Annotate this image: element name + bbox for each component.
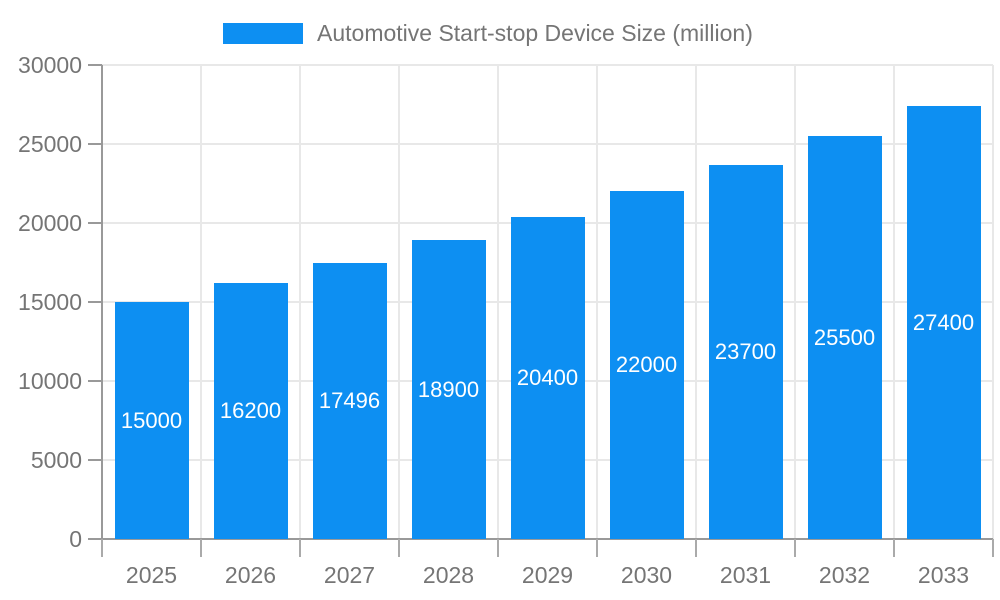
x-axis-line [102,538,993,540]
x-tick [101,539,103,557]
y-tick [88,538,102,540]
y-tick-label: 25000 [18,131,82,157]
x-tick [299,539,301,557]
legend-swatch [223,22,303,44]
x-tick-label: 2030 [620,562,673,588]
chart-legend[interactable]: Automotive Start-stop Device Size (milli… [223,20,753,46]
x-tick-label: 2032 [818,562,871,588]
h-gridline [102,64,993,66]
x-tick [695,539,697,557]
v-gridline [299,65,301,539]
bar: 17496 [312,262,387,539]
bar: 25500 [807,136,882,539]
v-gridline [794,65,796,539]
y-tick [88,301,102,303]
bar: 15000 [114,302,189,539]
bar: 22000 [609,191,684,539]
x-tick [893,539,895,557]
v-gridline [695,65,697,539]
y-tick [88,222,102,224]
y-tick [88,143,102,145]
bar-value-label: 22000 [615,352,678,378]
bar-value-label: 15000 [120,407,183,433]
y-tick [88,64,102,66]
bar-value-label: 20400 [516,364,579,390]
v-gridline [398,65,400,539]
h-gridline [102,143,993,145]
x-tick-label: 2025 [125,562,178,588]
v-gridline [893,65,895,539]
x-tick [992,539,994,557]
bar-value-label: 17496 [318,387,381,413]
y-tick [88,380,102,382]
x-tick-label: 2028 [422,562,475,588]
y-tick-label: 15000 [18,289,82,315]
y-tick-label: 10000 [18,368,82,394]
y-tick-label: 20000 [18,210,82,236]
bar-value-label: 18900 [417,376,480,402]
y-tick-label: 0 [69,526,82,552]
y-axis-line [101,65,103,540]
bar: 18900 [411,240,486,539]
x-tick [497,539,499,557]
v-gridline [200,65,202,539]
x-tick-label: 2031 [719,562,772,588]
x-tick-label: 2033 [917,562,970,588]
v-gridline [596,65,598,539]
y-tick-label: 5000 [30,447,82,473]
bar-value-label: 16200 [219,398,282,423]
v-gridline [497,65,499,539]
x-tick [200,539,202,557]
legend-label: Automotive Start-stop Device Size (milli… [317,19,753,46]
bar-value-label: 27400 [912,309,975,335]
x-tick [398,539,400,557]
x-tick [794,539,796,557]
bar: 23700 [708,164,783,539]
bar-value-label: 23700 [714,338,777,364]
y-tick-label: 30000 [18,52,82,78]
bar: 20400 [510,216,585,539]
x-tick-label: 2027 [323,562,376,588]
bar-value-label: 25500 [813,324,876,350]
x-tick-label: 2029 [521,562,574,588]
bar: 27400 [906,106,981,539]
y-tick [88,459,102,461]
x-tick [596,539,598,557]
bar: 16200 [213,283,288,539]
x-tick-label: 2026 [224,562,277,588]
v-gridline [992,65,994,539]
